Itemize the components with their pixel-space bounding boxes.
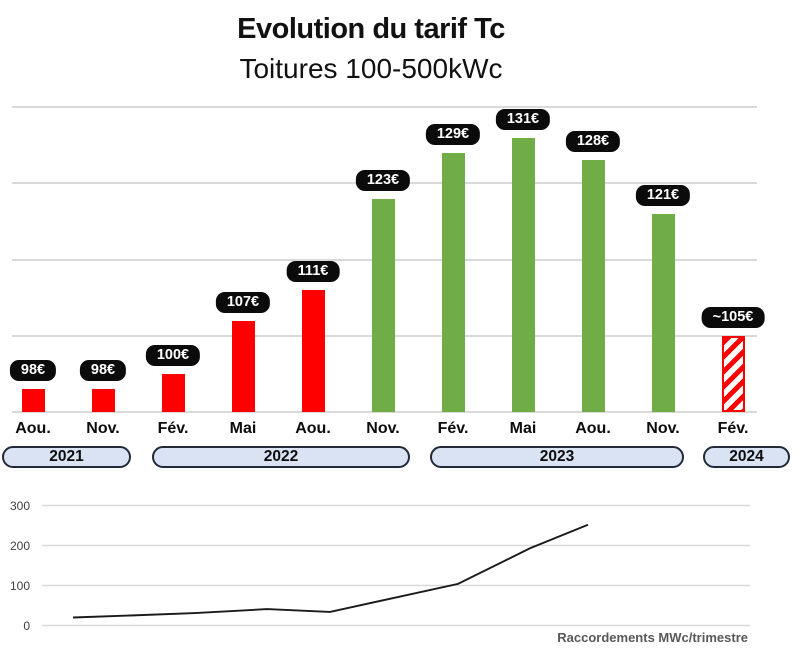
bar-value-label: 100€ bbox=[145, 344, 201, 366]
x-axis-month-label: Aou. bbox=[15, 420, 51, 437]
bar-value-label: 128€ bbox=[565, 131, 621, 153]
bar-mai-2023 bbox=[511, 137, 535, 412]
x-axis-month-label: Aou. bbox=[575, 420, 611, 437]
bar-value-label: 123€ bbox=[355, 169, 411, 191]
year-pill-2023: 2023 bbox=[430, 446, 684, 468]
bar-value-label: 131€ bbox=[495, 108, 551, 130]
bar-aou-2021 bbox=[21, 389, 45, 412]
bar-f-v-2022 bbox=[161, 373, 185, 412]
bar-f-v-2024 bbox=[721, 335, 745, 412]
bar-nov-2023 bbox=[651, 213, 675, 412]
x-axis-month-label: Nov. bbox=[86, 420, 120, 437]
x-axis-month-label: Mai bbox=[229, 420, 257, 437]
x-axis-month-label: Fév. bbox=[437, 420, 469, 437]
x-axis-month-label: Mai bbox=[509, 420, 537, 437]
bar-value-label: 111€ bbox=[286, 261, 340, 282]
x-axis-month-label: Nov. bbox=[646, 420, 680, 437]
year-pill-2022: 2022 bbox=[152, 446, 410, 468]
bar-value-label: 121€ bbox=[635, 184, 691, 206]
bar-value-label: ~105€ bbox=[701, 306, 765, 328]
line-chart-ytick: 200 bbox=[9, 538, 30, 553]
x-axis-month-label: Nov. bbox=[366, 420, 400, 437]
bar-aou-2022 bbox=[301, 290, 325, 412]
line-chart-ytick: 0 bbox=[23, 618, 30, 633]
line-chart-ytick: 100 bbox=[9, 578, 30, 593]
bar-value-label: 98€ bbox=[79, 360, 127, 382]
line-chart-caption: Raccordements MWc/trimestre bbox=[557, 630, 748, 645]
chart-title: Evolution du tarif Tc bbox=[237, 13, 505, 45]
x-axis-month-label: Fév. bbox=[157, 420, 189, 437]
bar-value-label: 107€ bbox=[215, 291, 271, 313]
bar-chart-gridline bbox=[12, 106, 757, 108]
x-axis-month-label: Aou. bbox=[295, 420, 331, 437]
bar-mai-2022 bbox=[231, 320, 255, 412]
line-chart-ytick: 300 bbox=[9, 498, 30, 513]
bar-aou-2023 bbox=[581, 160, 605, 412]
bar-nov-2021 bbox=[91, 389, 115, 412]
bar-value-label: 129€ bbox=[425, 123, 481, 145]
title-block: Evolution du tarif Tc Toitures 100-500kW… bbox=[0, 13, 742, 85]
year-pill-2021: 2021 bbox=[2, 446, 131, 468]
year-pill-2024: 2024 bbox=[703, 446, 790, 468]
bar-f-v-2023 bbox=[441, 152, 465, 412]
bar-chart-gridline bbox=[12, 411, 757, 413]
bar-nov-2022 bbox=[371, 198, 395, 412]
bar-value-label: 98€ bbox=[9, 360, 57, 382]
raccordements-line-chart bbox=[42, 504, 750, 627]
chart-subtitle: Toitures 100-500kWc bbox=[239, 53, 503, 84]
x-axis-month-label: Fév. bbox=[717, 420, 749, 437]
raccordements-series-line bbox=[72, 523, 589, 619]
